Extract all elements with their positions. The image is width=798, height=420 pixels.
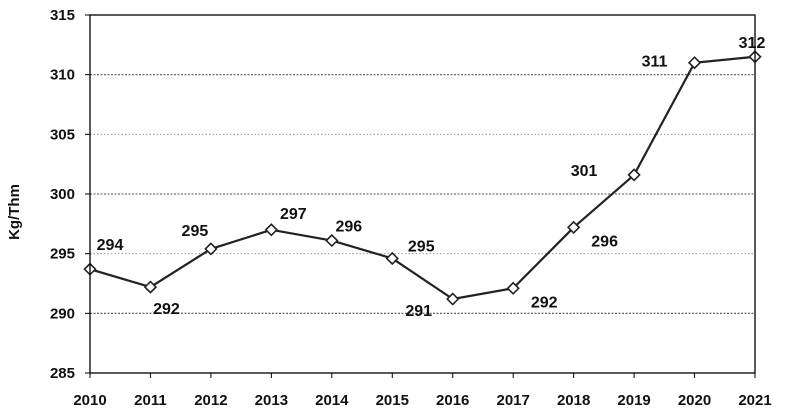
y-tick-label: 290 [50, 305, 75, 322]
data-labels: 294 292 295 297 296 295 291 292 296 301 311 312 [97, 35, 766, 320]
data-point-marker [385, 251, 399, 266]
x-tick-label: 2010 [73, 392, 106, 409]
y-tick-label: 310 [50, 67, 75, 84]
x-tick-label: 2016 [436, 392, 469, 409]
data-point-marker [264, 223, 278, 237]
y-tick-label: 300 [50, 186, 75, 203]
data-point-marker [446, 292, 460, 306]
y-axis-label: Kg/Thm [6, 184, 23, 240]
x-tick-label: 2014 [315, 392, 349, 409]
data-label: 294 [97, 237, 124, 254]
y-tick-label: 285 [50, 365, 75, 382]
x-tick-label: 2012 [194, 392, 227, 409]
y-axis-ticks: 285 290 295 300 305 310 315 [50, 7, 90, 382]
data-label: 301 [571, 163, 598, 180]
y-tick-label: 305 [50, 126, 75, 143]
data-point-marker [325, 233, 339, 248]
x-axis-ticks: 2010 2011 2012 2013 2014 2015 2016 2017 2018 2019… [73, 373, 772, 409]
x-tick-label: 2013 [255, 392, 288, 409]
x-tick-label: 2019 [617, 392, 650, 409]
x-tick-label: 2020 [678, 392, 711, 409]
x-tick-label: 2011 [134, 392, 167, 409]
data-label: 297 [280, 206, 307, 223]
data-label: 296 [591, 233, 618, 250]
x-tick-label: 2015 [376, 392, 409, 409]
data-label: 311 [642, 54, 668, 71]
data-point-marker [204, 242, 218, 256]
data-label: 295 [182, 223, 209, 240]
x-tick-label: 2017 [496, 392, 529, 409]
y-tick-label: 315 [50, 7, 75, 24]
series-line [89, 55, 756, 301]
data-series [83, 50, 762, 306]
data-point-marker [627, 168, 641, 182]
data-point-marker [143, 280, 158, 294]
data-label: 291 [405, 303, 432, 320]
x-tick-label: 2021 [738, 392, 771, 409]
x-tick-label: 2018 [557, 392, 590, 409]
data-label: 312 [739, 35, 766, 52]
gridlines [90, 74, 755, 314]
data-label: 296 [335, 219, 362, 236]
data-label: 292 [153, 301, 180, 318]
data-point-marker [567, 220, 581, 235]
data-label: 295 [408, 238, 435, 255]
plot-frame [89, 14, 756, 374]
data-point-marker [687, 56, 702, 70]
data-point-marker [506, 281, 520, 295]
y-tick-label: 295 [50, 246, 75, 263]
data-label: 292 [531, 294, 558, 311]
